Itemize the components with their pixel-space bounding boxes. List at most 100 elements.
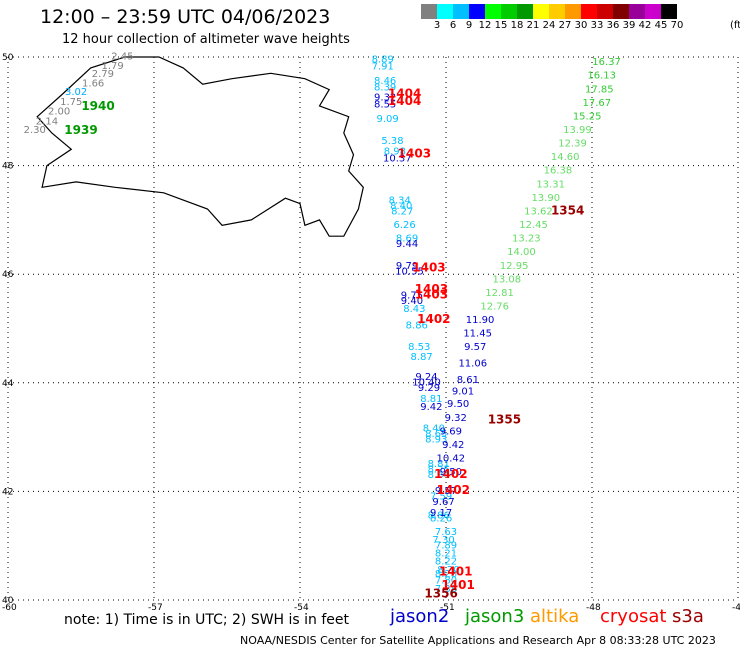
lon-tick-label: -48	[586, 603, 601, 613]
swh-value-label: 7.59	[430, 492, 452, 503]
lat-tick-label: 48	[2, 162, 14, 172]
footer-note: note: 1) Time is in UTC; 2) SWH is in fe…	[64, 612, 350, 628]
swh-value-label: 16.13	[587, 71, 616, 82]
color-scale-swatch	[629, 4, 645, 19]
swh-value-label: 2.14	[36, 116, 58, 127]
swh-value-label: 9.44	[396, 239, 418, 250]
swh-value-label: 8.25	[428, 464, 450, 475]
swh-value-label: 2.30	[24, 125, 46, 136]
swh-value-label: 8.61	[457, 375, 479, 386]
swh-value-label: 17.67	[583, 98, 612, 109]
swh-value-label: 13.99	[563, 125, 592, 136]
color-scale-swatch	[517, 4, 533, 19]
pass-time-label: 1403	[412, 260, 445, 274]
swh-value-label: 11.90	[466, 315, 495, 326]
satellite-legend-jason2: jason2	[390, 606, 450, 627]
swh-value-label: 10.40	[412, 378, 441, 389]
swh-value-label: 6.26	[394, 220, 416, 231]
color-scale-unit: (ft)	[730, 20, 740, 31]
pass-time-label: 1403	[415, 282, 448, 296]
lon-tick-label: -60	[2, 603, 17, 613]
pass-time-label: 1402	[417, 312, 450, 326]
swh-value-label: 16.37	[592, 57, 621, 68]
color-scale-label: 70	[670, 20, 684, 31]
pass-time-label: 1404	[388, 94, 421, 108]
swh-value-label: 9.17	[430, 508, 452, 519]
swh-value-label: 9.42	[420, 402, 442, 413]
swh-value-label: 9.57	[435, 486, 457, 497]
color-scale-label: 9	[465, 20, 473, 31]
swh-value-label: 2.45	[111, 52, 133, 63]
lat-lon-grid	[7, 56, 739, 601]
swh-value-label: 11.45	[463, 329, 492, 340]
swh-value-label: 9.75	[401, 291, 423, 302]
color-scale-label: 3	[433, 20, 441, 31]
swh-value-label: 9.57	[464, 342, 486, 353]
swh-value-label: 8.89	[372, 54, 394, 65]
pass-time-label: 1939	[64, 123, 97, 137]
swh-value-label: 8.20	[437, 565, 459, 576]
satellite-legend-jason3: jason3	[465, 606, 525, 627]
swh-value-label: 7.89	[435, 540, 457, 551]
swh-value-label: 13.31	[536, 179, 565, 190]
pass-time-label: 1356	[424, 586, 457, 600]
color-scale-label: 30	[574, 20, 588, 31]
swh-value-label: 2.00	[48, 107, 70, 118]
color-scale-swatch	[549, 4, 565, 19]
pass-time-label: 1402	[437, 483, 470, 497]
color-scale-label: 6	[449, 20, 457, 31]
swh-value-label: 8.53	[408, 342, 430, 353]
lat-tick-label: 40	[2, 596, 14, 606]
swh-value-label: 9.24	[415, 372, 437, 383]
swh-value-label: 13.23	[512, 234, 541, 245]
swh-value-label: 9.50	[440, 467, 462, 478]
swh-value-label: 12.81	[485, 288, 514, 299]
swh-value-label: 3.02	[65, 87, 87, 98]
swh-value-label: 8.81	[420, 394, 442, 405]
pass-time-label: 1402	[434, 467, 467, 481]
lon-tick-label: -57	[148, 603, 163, 613]
color-scale-swatch	[613, 4, 629, 19]
swh-value-label: 8.43	[403, 304, 425, 315]
swh-value-label: 13.62	[524, 206, 553, 217]
satellite-legend-altika: altika	[530, 606, 580, 627]
swh-value-label: 8.28	[435, 569, 457, 580]
swh-value-label: 8.26	[430, 513, 452, 524]
color-scale-label: 33	[590, 20, 604, 31]
pass-time-label: 1404	[388, 87, 421, 101]
swh-value-label: 9.50	[447, 399, 469, 410]
swh-value-label: 9.32	[374, 92, 396, 103]
swh-value-label: 9.67	[432, 497, 454, 508]
color-scale-label: 21	[526, 20, 540, 31]
swh-value-label: 15.25	[573, 111, 602, 122]
swh-value-label: 7.30	[432, 535, 454, 546]
color-scale-label: 36	[606, 20, 620, 31]
swh-value-label: 8.40	[423, 424, 445, 435]
swh-value-label: 12.95	[500, 261, 529, 272]
swh-value-label: 1.79	[102, 61, 124, 72]
swh-value-label: 13.90	[531, 193, 560, 204]
swh-value-label: 12.39	[558, 139, 587, 150]
lat-tick-label: 44	[2, 379, 14, 389]
swh-value-label: 12.76	[480, 301, 509, 312]
swh-value-label: 8.86	[406, 321, 428, 332]
color-scale-label: 45	[654, 20, 668, 31]
swh-value-label: 9.29	[418, 383, 440, 394]
color-scale-swatch	[437, 4, 453, 19]
swh-value-label: 8.98	[384, 147, 406, 158]
color-scale-swatch	[581, 4, 597, 19]
swh-value-label: 9.79	[396, 261, 418, 272]
satellite-legend-s3a: s3a	[672, 606, 704, 627]
color-scale-swatch	[661, 4, 677, 19]
lon-tick-label: -45	[732, 603, 740, 613]
swh-value-label: 8.81	[428, 459, 450, 470]
swh-value-label: 9.32	[445, 413, 467, 424]
swh-value-label: 2.79	[92, 69, 114, 80]
pass-time-label: 1354	[551, 203, 584, 217]
newfoundland-coastline	[36, 56, 364, 237]
swh-value-label: 7.38	[435, 584, 457, 595]
color-scale	[421, 4, 677, 19]
color-scale-labels: 3 6 9 12 15 18 21 24 27 30 33 36 39 42 45 70	[421, 20, 740, 34]
swh-value-label: 14.00	[507, 247, 536, 258]
swh-value-label: 7.63	[435, 527, 457, 538]
